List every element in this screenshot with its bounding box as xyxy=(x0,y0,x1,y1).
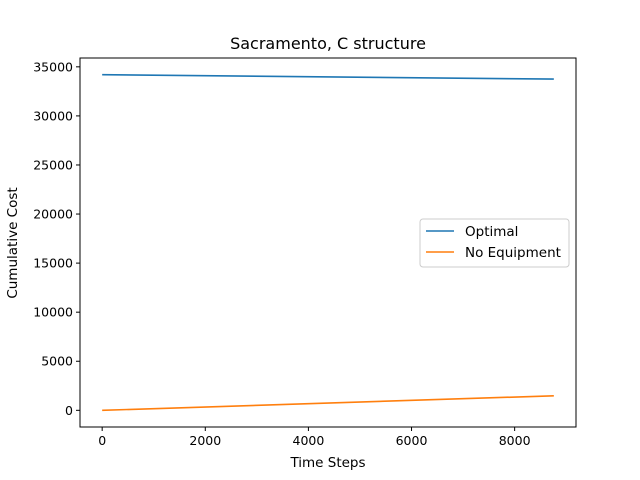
y-tick-label: 15000 xyxy=(33,256,73,271)
x-axis-ticks: 0 2000 4000 6000 8000 xyxy=(98,427,531,448)
legend: Optimal No Equipment xyxy=(419,218,570,268)
y-axis-ticks: 0 5000 10000 15000 20000 25000 30000 35000 xyxy=(33,59,80,418)
legend-label-1: No Equipment xyxy=(465,245,561,261)
y-tick-label: 35000 xyxy=(33,59,73,74)
y-tick-label: 5000 xyxy=(41,354,73,369)
x-tick-label: 4000 xyxy=(293,433,325,448)
x-tick-label: 8000 xyxy=(499,433,531,448)
series-line-0 xyxy=(102,73,554,80)
y-tick-label: 25000 xyxy=(33,157,73,172)
plot-frame xyxy=(79,57,577,428)
series-line-1 xyxy=(102,394,554,412)
chart-title: Sacramento, C structure xyxy=(230,34,426,53)
legend-box xyxy=(419,218,570,268)
x-tick-label: 2000 xyxy=(189,433,221,448)
x-tick-label: 6000 xyxy=(396,433,428,448)
y-tick-label: 0 xyxy=(65,403,73,418)
legend-label-0: Optimal xyxy=(465,224,518,240)
y-tick-label: 30000 xyxy=(33,108,73,123)
x-tick-label: 0 xyxy=(98,433,106,448)
series-layer xyxy=(102,73,554,412)
y-axis-label: Cumulative Cost xyxy=(5,187,21,298)
y-tick-label: 10000 xyxy=(33,305,73,320)
y-tick-label: 20000 xyxy=(33,207,73,222)
x-axis-label: Time Steps xyxy=(289,455,365,471)
